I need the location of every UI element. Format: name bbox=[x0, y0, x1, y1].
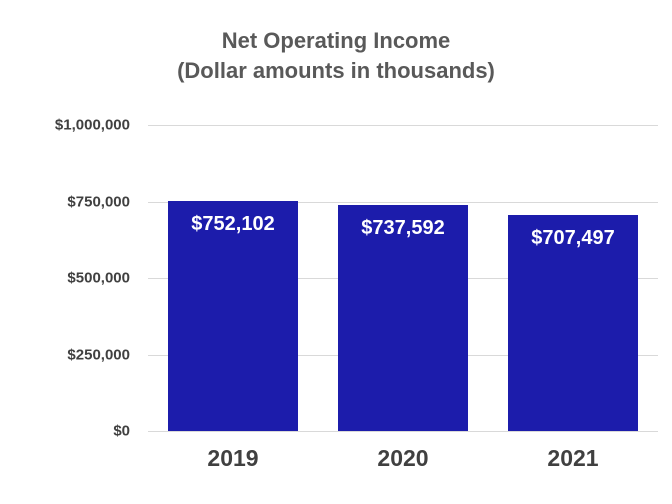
y-tick-label: $0 bbox=[113, 422, 130, 440]
bar-2021: $707,497 bbox=[508, 214, 638, 431]
bar-value-label: $752,102 bbox=[191, 212, 275, 235]
x-axis-label: 2020 bbox=[377, 445, 429, 471]
chart-title: Net Operating Income (Dollar amounts in … bbox=[0, 26, 672, 86]
gridline bbox=[148, 125, 658, 126]
y-tick-label: $250,000 bbox=[67, 346, 130, 363]
y-tick-label: $750,000 bbox=[67, 193, 130, 210]
bar-value-label: $707,497 bbox=[531, 226, 615, 249]
gridline bbox=[148, 431, 658, 432]
x-axis-label: 2019 bbox=[207, 445, 259, 471]
chart-title-line2: (Dollar amounts in thousands) bbox=[177, 58, 495, 83]
x-axis-label: 2021 bbox=[547, 445, 599, 471]
plot-area: $0 $250,000 $500,000 $750,000 $1,000,000 $752… bbox=[55, 117, 658, 440]
chart-title-line1: Net Operating Income bbox=[221, 28, 451, 53]
y-tick-label: $1,000,000 bbox=[54, 116, 130, 134]
gridline bbox=[148, 201, 658, 203]
y-tick-label: $500,000 bbox=[67, 269, 130, 287]
bars-group: $752,102 $737,592 $707,497 bbox=[148, 125, 658, 431]
x-axis: 2019 2020 2021 bbox=[148, 445, 658, 472]
bar-2019: $752,102 bbox=[168, 200, 298, 431]
bar-2020: $737,592 bbox=[338, 205, 468, 431]
bar-value-label: $737,592 bbox=[361, 217, 445, 240]
